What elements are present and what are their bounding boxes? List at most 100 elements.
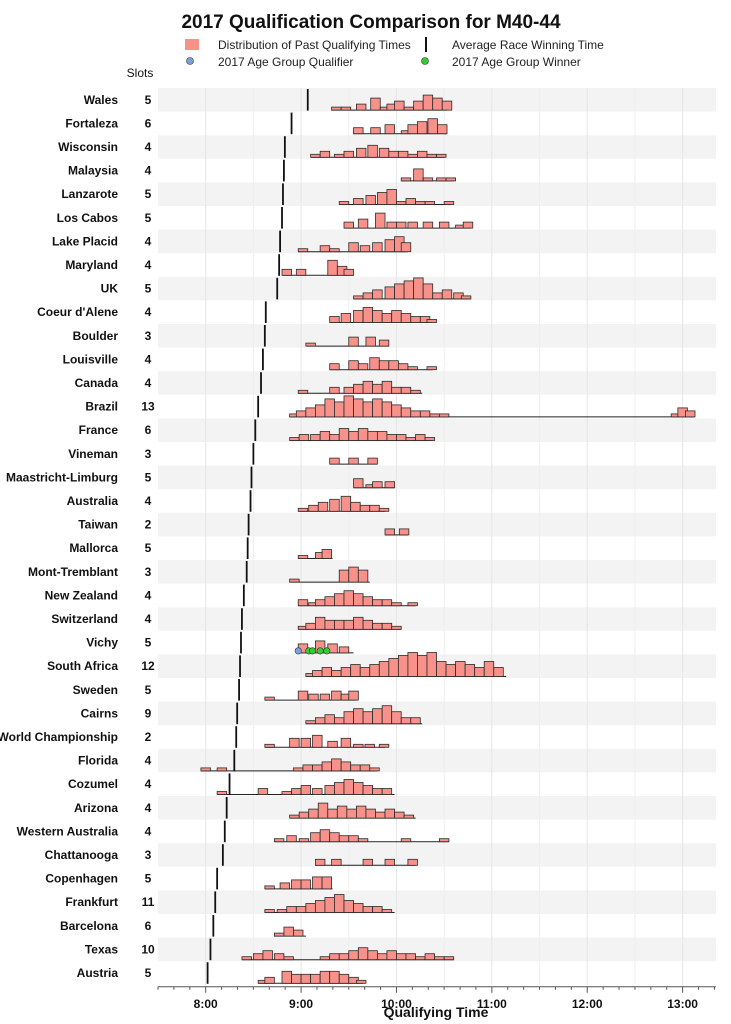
race-label: Cairns — [81, 706, 119, 720]
distribution-bin — [685, 410, 696, 418]
slots-header: Slots — [127, 66, 154, 80]
distribution-bin — [324, 714, 335, 725]
distribution-bin — [310, 832, 321, 843]
x-axis-title: Qualifying Time — [384, 1004, 489, 1020]
distribution-bin — [391, 386, 402, 394]
race-slots: 5 — [145, 282, 152, 296]
race-slots: 4 — [145, 376, 152, 390]
distribution-bin — [436, 177, 447, 182]
distribution-bin — [455, 661, 466, 677]
distribution-bin — [391, 602, 402, 607]
race-slots: 4 — [145, 258, 152, 272]
x-tick-label: 11:00 — [477, 997, 507, 1011]
distribution-bin — [353, 743, 364, 748]
distribution-bin — [353, 198, 364, 205]
distribution-bin — [262, 950, 273, 961]
distribution-bin — [441, 289, 453, 300]
distribution-bin — [407, 366, 418, 371]
distribution-bin — [312, 670, 323, 677]
distribution-bin — [343, 221, 354, 229]
distribution-bin — [372, 289, 383, 300]
race-label: Boulder — [73, 329, 119, 343]
distribution-bin — [327, 740, 338, 748]
distribution-bin — [381, 380, 393, 394]
distribution-bin — [305, 903, 316, 913]
distribution-bin — [279, 882, 291, 890]
distribution-bin — [343, 386, 354, 394]
race-label: France — [79, 423, 119, 437]
distribution-bin — [305, 622, 316, 630]
distribution-bin — [348, 690, 359, 701]
distribution-bin — [394, 100, 405, 111]
distribution-bin — [464, 664, 476, 677]
distribution-bin — [413, 100, 424, 111]
distribution-bin — [331, 858, 342, 866]
row-band — [158, 371, 716, 395]
distribution-bin — [353, 616, 364, 630]
race-slots: 4 — [145, 777, 152, 791]
distribution-bin — [319, 956, 331, 961]
distribution-bin — [388, 658, 399, 677]
distribution-bin — [372, 481, 383, 489]
distribution-bin — [308, 808, 319, 819]
distribution-bin — [321, 549, 332, 559]
legend-qualifier-label: 2017 Age Group Qualifier — [218, 55, 353, 69]
distribution-bin — [396, 434, 407, 441]
distribution-bin — [422, 221, 434, 229]
distribution-bin — [355, 103, 367, 111]
distribution-bin — [407, 153, 418, 158]
distribution-bin — [321, 876, 332, 890]
distribution-bin — [403, 814, 415, 819]
distribution-bin — [407, 124, 418, 135]
distribution-bin — [415, 201, 426, 205]
distribution-bin — [283, 956, 294, 961]
race-slots: 12 — [141, 659, 155, 673]
distribution-bin — [289, 437, 300, 441]
distribution-bin — [367, 457, 378, 465]
distribution-bin — [338, 201, 350, 205]
distribution-bin — [357, 218, 369, 229]
distribution-bin — [410, 389, 421, 394]
distribution-bin — [438, 221, 450, 229]
distribution-bin — [286, 835, 297, 843]
distribution-bin — [314, 616, 326, 630]
race-slots: 4 — [145, 494, 152, 508]
distribution-bin — [334, 782, 345, 795]
distribution-bin — [340, 495, 352, 512]
distribution-bin — [359, 504, 371, 512]
distribution-bin — [378, 743, 390, 748]
distribution-bin — [372, 242, 383, 253]
distribution-bin — [367, 144, 378, 158]
distribution-bin — [281, 970, 292, 984]
distribution-bin — [372, 788, 383, 795]
distribution-bin — [353, 127, 364, 135]
winner-point — [309, 647, 317, 655]
distribution-bin — [317, 802, 329, 819]
distribution-bin — [264, 976, 275, 984]
distribution-bin — [426, 319, 437, 323]
distribution-bin — [384, 286, 395, 300]
distribution-bin — [281, 791, 292, 795]
distribution-bin — [391, 310, 402, 323]
race-label: Vineman — [68, 447, 118, 461]
distribution-bin — [264, 885, 275, 890]
race-label: UK — [101, 282, 119, 296]
distribution-bin — [417, 655, 428, 677]
distribution-bin — [378, 661, 390, 677]
distribution-bin — [400, 177, 412, 182]
distribution-bin — [252, 953, 264, 961]
distribution-bin — [365, 336, 376, 347]
race-label: Coeur d'Alene — [37, 305, 118, 319]
distribution-bin — [300, 879, 312, 890]
distribution-bin — [293, 767, 304, 772]
x-tick-label: 8:00 — [194, 997, 218, 1011]
distribution-bin — [400, 242, 412, 253]
row-band — [158, 182, 716, 206]
distribution-bin — [353, 478, 364, 489]
distribution-bin — [400, 386, 412, 394]
distribution-bin — [384, 858, 395, 866]
distribution-bin — [300, 737, 312, 748]
race-slots: 2 — [145, 518, 152, 532]
row-band — [158, 560, 716, 584]
distribution-bin — [343, 268, 354, 276]
